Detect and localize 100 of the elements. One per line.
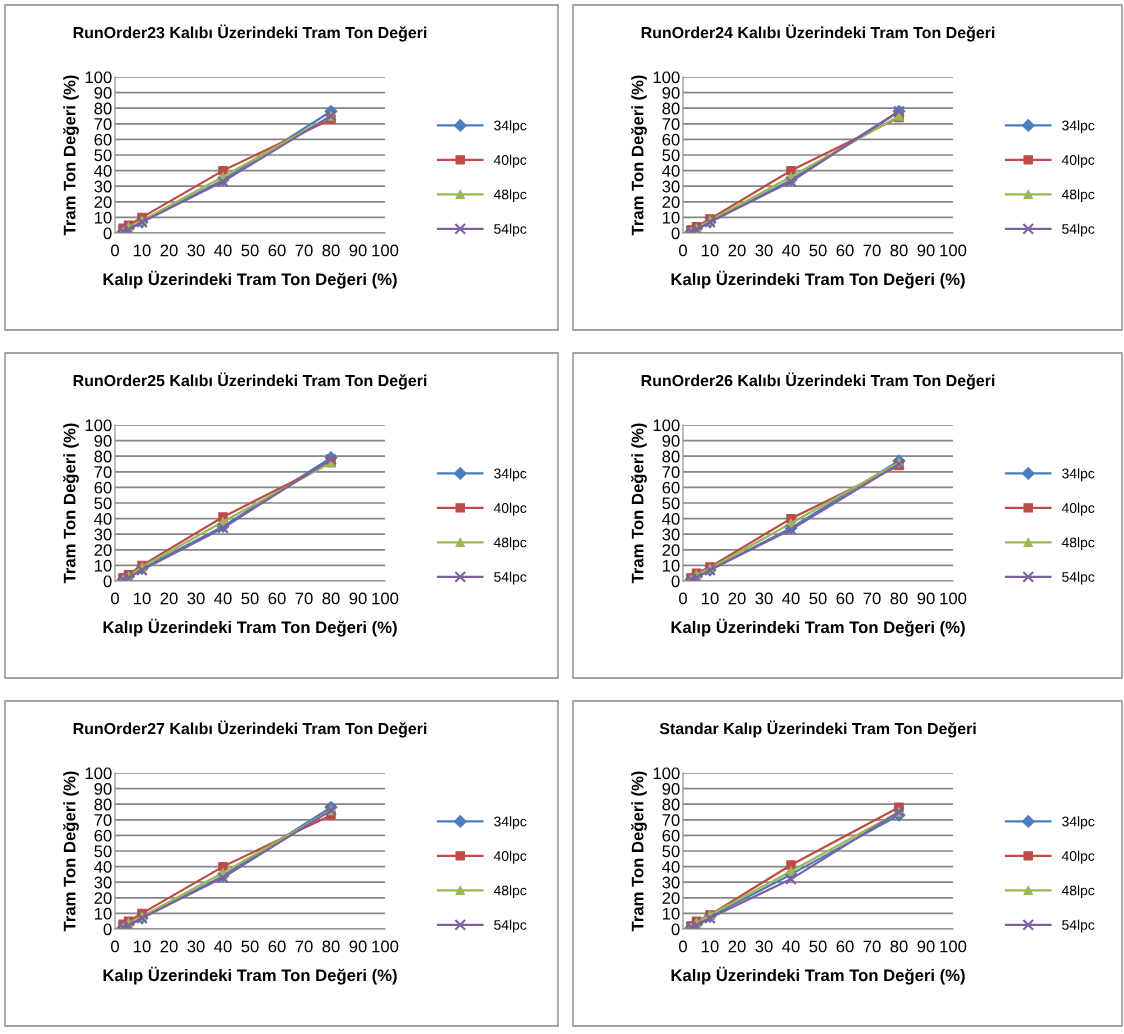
chart-title: RunOrder26 Kalıbı Üzerindeki Tram Ton Değeri	[641, 372, 995, 390]
x-tick-label: 20	[160, 244, 178, 257]
y-tick-label: 70	[94, 814, 112, 826]
x-tick-label: 80	[890, 940, 908, 953]
x-tick-label: 60	[268, 940, 286, 953]
x-axis-title: Kalıp Üzerindeki Tram Ton Değeri (%)	[103, 966, 397, 985]
y-tick-label: 80	[662, 102, 680, 115]
y-tick-label: 30	[94, 876, 112, 889]
y-axis-title: Tram Ton Değeri (%)	[631, 423, 647, 584]
x-tick-label: 10	[702, 940, 719, 953]
y-tick-label: 90	[94, 435, 112, 447]
x-tick-label: 40	[214, 592, 232, 605]
y-tick-label: 20	[662, 892, 680, 904]
y-axis-title: Tram Ton Değeri (%)	[631, 75, 647, 236]
y-tick-label: 60	[94, 133, 112, 146]
y-tick-label: 80	[94, 450, 112, 463]
legend-label: 48lpc	[1061, 189, 1095, 203]
legend-label: 34lpc	[1062, 816, 1095, 830]
y-tick-label: 90	[662, 783, 680, 795]
y-tick-label: 30	[94, 528, 112, 541]
x-tick-label: 90	[917, 592, 935, 605]
x-tick-label: 50	[241, 244, 259, 257]
legend-label: 54lpc	[494, 223, 527, 237]
x-tick-label: 90	[349, 592, 367, 605]
legend-label: 48lpc	[1061, 885, 1095, 899]
chart-title: Standar Kalıp Üzerindeki Tram Ton Değeri	[659, 720, 976, 738]
x-tick-label: 20	[160, 940, 178, 953]
x-tick-label: 100	[372, 244, 399, 257]
y-tick-label: 10	[94, 559, 112, 572]
x-tick-label: 80	[322, 940, 340, 953]
x-tick-label: 20	[160, 592, 178, 605]
legend-label: 48lpc	[493, 537, 527, 551]
y-tick-label: 60	[662, 829, 680, 842]
y-tick-label: 20	[94, 196, 112, 208]
x-tick-label: 10	[134, 592, 151, 605]
x-tick-label: 90	[917, 244, 935, 257]
y-tick-label: 100	[653, 767, 680, 780]
x-axis-title: Kalıp Üzerindeki Tram Ton Değeri (%)	[671, 270, 965, 289]
legend-label: 54lpc	[494, 919, 527, 933]
x-tick-label: 70	[295, 940, 313, 953]
y-tick-label: 10	[94, 907, 112, 920]
legend-label: 48lpc	[493, 885, 527, 899]
y-tick-label: 40	[94, 861, 112, 873]
chart-title: RunOrder23 Kalıbı Üzerindeki Tram Ton Değeri	[73, 24, 427, 42]
legend-label: 54lpc	[1062, 223, 1095, 237]
legend-label: 40lpc	[493, 154, 527, 168]
y-tick-label: 40	[662, 513, 680, 525]
x-tick-label: 70	[863, 244, 881, 257]
legend-label: 34lpc	[1062, 468, 1095, 482]
legend-label: 54lpc	[494, 571, 527, 585]
chart-title: RunOrder25 Kalıbı Üzerindeki Tram Ton Değeri	[73, 372, 427, 390]
y-tick-label: 100	[85, 419, 112, 432]
y-tick-label: 80	[94, 798, 112, 811]
y-tick-label: 100	[653, 419, 680, 432]
x-tick-label: 30	[187, 592, 205, 605]
x-tick-label: 60	[836, 244, 854, 257]
x-tick-label: 30	[187, 244, 205, 257]
y-tick-label: 10	[94, 211, 112, 224]
x-tick-label: 40	[214, 244, 232, 257]
x-tick-label: 90	[349, 940, 367, 953]
y-tick-label: 90	[662, 435, 680, 447]
y-tick-label: 100	[653, 71, 680, 84]
y-tick-label: 40	[662, 165, 680, 177]
y-tick-label: 0	[103, 227, 112, 240]
x-tick-label: 100	[940, 592, 967, 605]
x-tick-label: 50	[241, 592, 259, 605]
y-tick-label: 20	[94, 892, 112, 904]
y-tick-label: 100	[85, 767, 112, 780]
legend-label: 34lpc	[1062, 120, 1095, 134]
legend-label: 40lpc	[493, 502, 527, 516]
x-tick-label: 40	[214, 940, 232, 953]
y-tick-label: 60	[94, 829, 112, 842]
y-tick-label: 70	[94, 466, 112, 478]
y-tick-label: 50	[662, 497, 680, 510]
y-tick-label: 60	[662, 481, 680, 494]
x-tick-label: 100	[940, 940, 967, 953]
legend-label: 54lpc	[1062, 919, 1095, 933]
y-tick-label: 30	[662, 180, 680, 193]
x-tick-label: 40	[782, 940, 800, 953]
x-tick-label: 60	[836, 940, 854, 953]
x-tick-label: 30	[187, 940, 205, 953]
x-tick-label: 60	[836, 592, 854, 605]
x-tick-label: 20	[728, 244, 746, 257]
y-tick-label: 80	[94, 102, 112, 115]
x-tick-label: 40	[782, 244, 800, 257]
y-tick-label: 100	[85, 71, 112, 84]
x-tick-label: 10	[702, 244, 719, 257]
x-tick-label: 100	[372, 592, 399, 605]
x-tick-label: 70	[863, 592, 881, 605]
y-tick-label: 0	[103, 923, 112, 936]
legend-label: 40lpc	[1061, 154, 1095, 168]
x-axis-title: Kalıp Üzerindeki Tram Ton Değeri (%)	[671, 966, 965, 985]
x-axis-title: Kalıp Üzerindeki Tram Ton Değeri (%)	[103, 270, 397, 289]
y-tick-label: 40	[94, 165, 112, 177]
chart-title: RunOrder27 Kalıbı Üzerindeki Tram Ton Değeri	[73, 720, 427, 738]
y-axis-title: Tram Ton Değeri (%)	[631, 771, 647, 932]
x-tick-label: 70	[295, 592, 313, 605]
y-tick-label: 80	[662, 798, 680, 811]
y-tick-label: 20	[662, 544, 680, 556]
x-tick-label: 50	[241, 940, 259, 953]
